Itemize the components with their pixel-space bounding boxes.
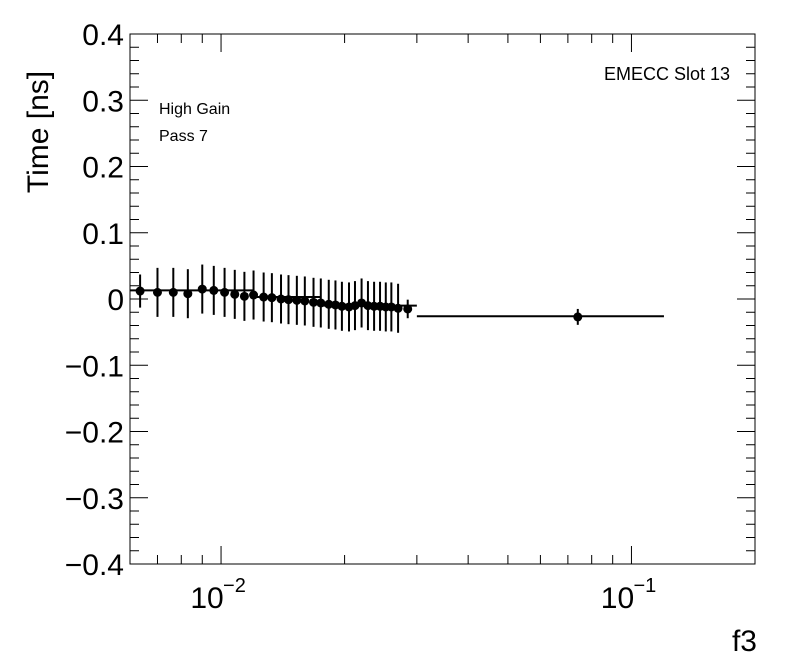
data-point	[386, 302, 396, 312]
data-point	[209, 285, 219, 295]
data-point	[135, 286, 145, 296]
data-point	[183, 289, 193, 299]
gain-annotation: High Gain	[159, 101, 230, 118]
data-point	[249, 290, 259, 300]
y-axis-ticks: −0.4 −0.3 −0.2 −0.1 0 0.1 0.2 0.3 0.4	[65, 19, 755, 582]
data-point	[276, 294, 286, 304]
data-point	[283, 295, 293, 305]
data-points	[135, 264, 583, 333]
y-tick-label: 0.2	[82, 152, 124, 185]
data-point	[300, 296, 310, 306]
x-axis-ticks: 10 −2 10 −1	[129, 34, 756, 615]
x-axis-label: f3	[732, 625, 757, 658]
data-point	[292, 295, 302, 305]
y-tick-label: −0.2	[65, 417, 124, 450]
x-tick-label: 10	[190, 582, 223, 615]
y-tick-label: 0.4	[82, 19, 124, 52]
y-tick-label: 0.3	[82, 85, 124, 118]
data-point	[197, 284, 207, 294]
data-point	[573, 312, 583, 322]
data-point	[259, 292, 269, 302]
data-point	[168, 287, 178, 297]
x-tick-exponent: −2	[223, 575, 246, 597]
data-point	[267, 293, 277, 303]
data-point	[337, 301, 347, 311]
y-tick-label: −0.3	[65, 483, 124, 516]
y-tick-label: 0	[107, 284, 124, 317]
data-point	[316, 298, 326, 308]
y-axis-label: Time [ns]	[22, 71, 55, 193]
data-point	[324, 299, 334, 309]
data-point	[220, 287, 230, 297]
data-point	[309, 297, 319, 307]
data-point	[403, 304, 413, 314]
data-point	[230, 289, 240, 299]
data-point	[239, 291, 249, 301]
x-tick-exponent: −1	[633, 575, 656, 597]
data-point	[152, 287, 162, 297]
data-point	[393, 303, 403, 313]
y-tick-label: −0.4	[65, 549, 124, 582]
slot-annotation: EMECC Slot 13	[604, 64, 730, 84]
pass-annotation: Pass 7	[159, 128, 208, 145]
x-tick-label: 10	[601, 582, 634, 615]
y-tick-label: −0.1	[65, 350, 124, 383]
y-tick-label: 0.1	[82, 218, 124, 251]
